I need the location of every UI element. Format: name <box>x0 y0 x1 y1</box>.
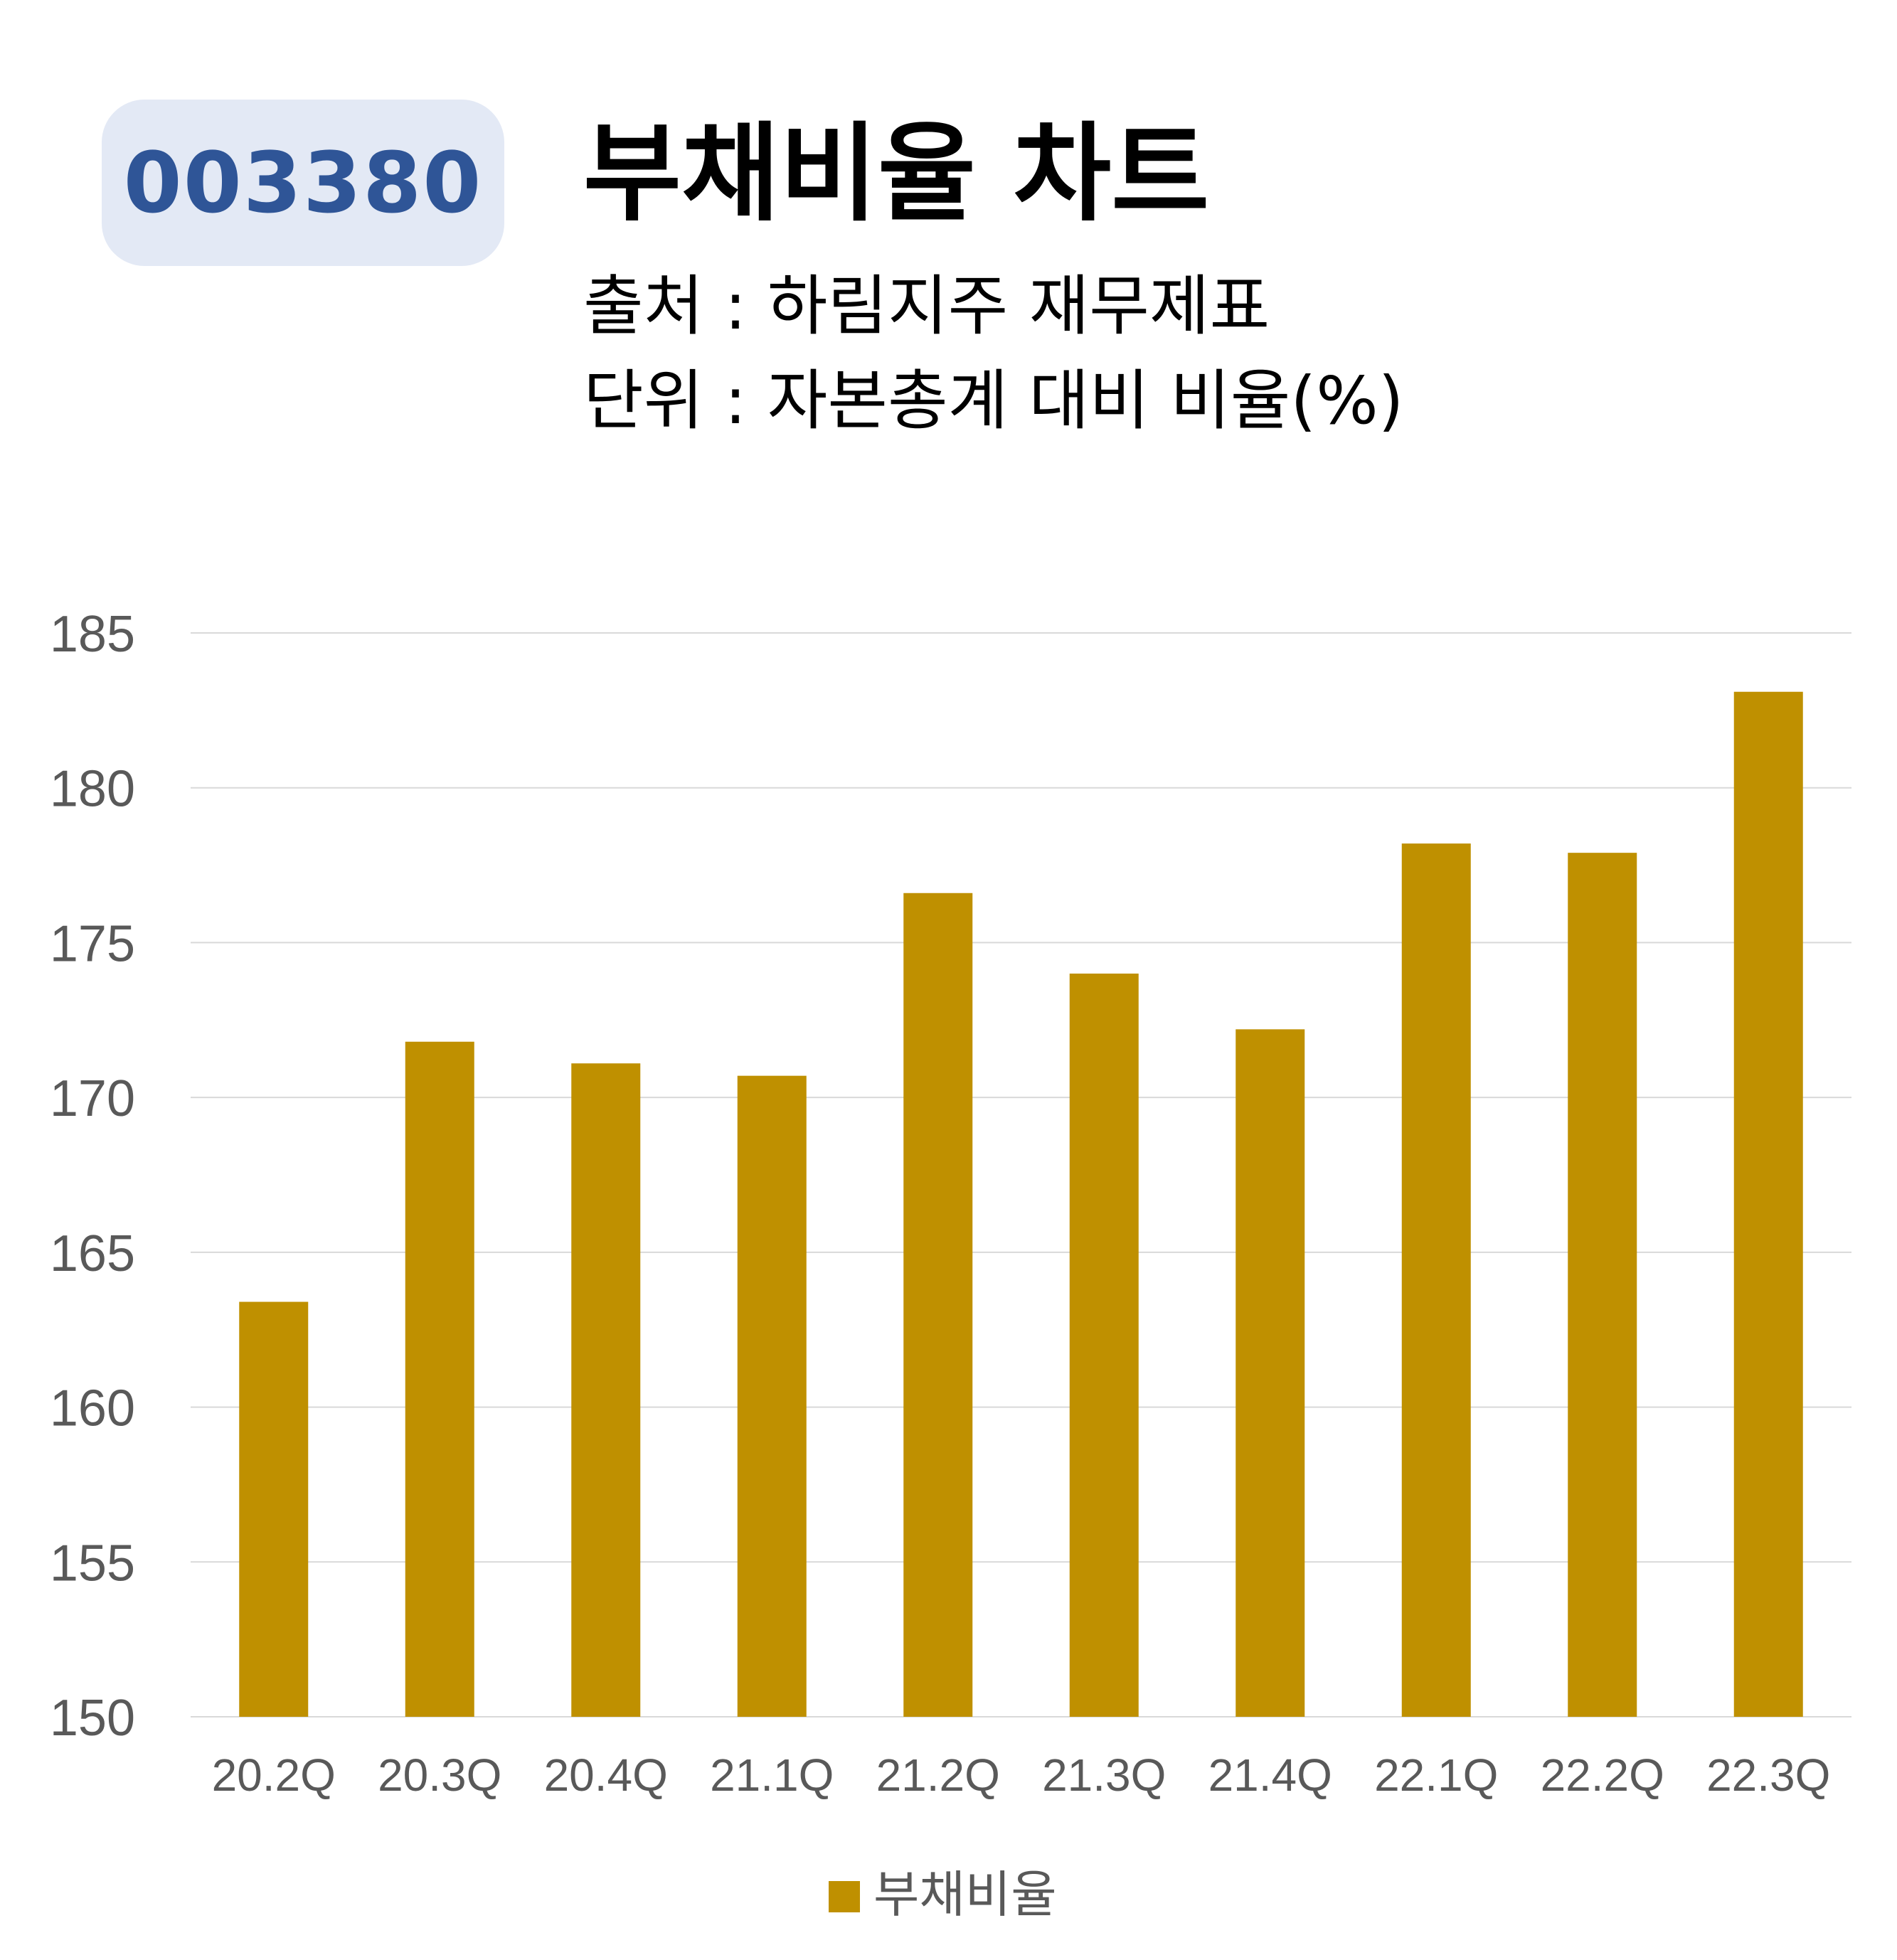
bar-21.1Q <box>737 1075 807 1717</box>
bar-21.3Q <box>1069 973 1139 1717</box>
y-tick-label: 165 <box>50 1225 135 1282</box>
x-tick-label: 21.1Q <box>710 1749 834 1801</box>
x-tick-label: 21.3Q <box>1042 1749 1166 1801</box>
source-line: 출처 : 하림지주 재무제표 <box>583 268 1270 344</box>
y-tick-label: 170 <box>50 1070 135 1127</box>
x-tick-label: 22.3Q <box>1706 1749 1830 1801</box>
legend: 부채비율 <box>829 1865 1057 1924</box>
y-tick-label: 185 <box>50 606 135 663</box>
bar-20.2Q <box>239 1301 309 1717</box>
x-tick-label: 20.3Q <box>378 1749 501 1801</box>
x-tick-label: 20.4Q <box>544 1749 668 1801</box>
chart-title: 부채비율 차트 <box>583 112 1210 236</box>
y-tick-label: 160 <box>50 1380 135 1437</box>
bar-21.2Q <box>903 893 973 1717</box>
y-axis-ticks: 150 155 160 165 170 175 180 185 <box>50 606 135 1747</box>
bars <box>239 691 1803 1717</box>
unit-line: 단위 : 자본총계 대비 비율(%) <box>583 363 1404 439</box>
x-axis-ticks: 20.2Q 20.3Q 20.4Q 21.1Q 21.2Q 21.3Q 21.4Q 22.1Q… <box>212 1749 1831 1801</box>
bar-21.4Q <box>1236 1029 1305 1717</box>
x-tick-label: 22.2Q <box>1541 1749 1664 1801</box>
bar-20.4Q <box>571 1063 641 1717</box>
y-tick-label: 150 <box>50 1690 135 1747</box>
x-tick-label: 21.2Q <box>876 1749 1000 1801</box>
x-tick-label: 20.2Q <box>212 1749 336 1801</box>
y-tick-label: 180 <box>50 761 135 818</box>
bar-22.3Q <box>1733 691 1803 1717</box>
bar-20.3Q <box>405 1041 474 1717</box>
bar-chart: 150 155 160 165 170 175 180 185 20.2Q 20.3Q 20.4Q… <box>50 606 1851 1924</box>
stock-code-badge: 003380 <box>102 100 504 266</box>
legend-swatch <box>829 1881 860 1912</box>
x-tick-label: 21.4Q <box>1208 1749 1332 1801</box>
y-tick-label: 155 <box>50 1535 135 1592</box>
y-tick-label: 175 <box>50 915 135 972</box>
x-tick-label: 22.1Q <box>1374 1749 1498 1801</box>
bar-22.1Q <box>1401 843 1471 1717</box>
legend-label: 부채비율 <box>873 1865 1057 1924</box>
bar-22.2Q <box>1568 853 1637 1717</box>
